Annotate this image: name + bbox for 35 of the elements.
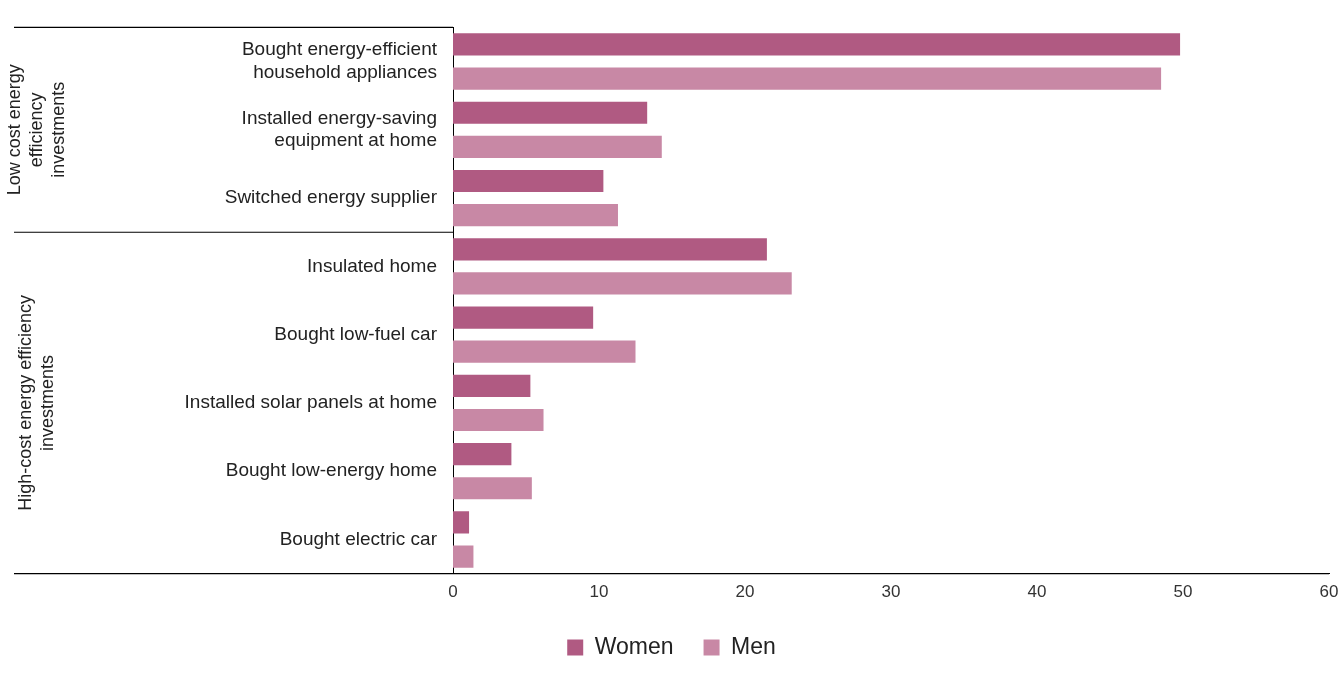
bar xyxy=(453,340,636,363)
bar xyxy=(453,135,662,158)
text: High-cost energy efficiency investments xyxy=(14,295,57,511)
bar xyxy=(453,511,470,534)
bar xyxy=(453,204,618,227)
bar xyxy=(453,374,531,397)
bar xyxy=(453,272,792,295)
text: Low cost energy efficiency investments xyxy=(3,64,68,196)
legend-label: Women xyxy=(594,632,674,659)
y-tick-label: Bought low-fuel car xyxy=(274,322,438,344)
legend-label: Men xyxy=(731,632,776,659)
y-tick-label: Bought electric car xyxy=(279,527,438,549)
y-tick-label: Installed energy-saving equipment at home xyxy=(241,106,437,151)
bar xyxy=(453,169,604,193)
y-tick-label: Bought energy-efficient household appliances xyxy=(241,38,438,83)
bar xyxy=(453,443,512,466)
y-tick-label: Switched energy supplier xyxy=(224,186,438,208)
bar xyxy=(453,101,648,124)
y-tick-label: Insulated home xyxy=(307,254,437,276)
bar xyxy=(453,408,544,432)
bar xyxy=(453,238,767,261)
bar xyxy=(453,545,474,568)
x-tick-label: 10 xyxy=(589,582,609,602)
bar xyxy=(453,67,1162,90)
bar xyxy=(453,306,594,329)
bar xyxy=(453,33,1181,56)
x-tick-label: 50 xyxy=(1173,582,1193,602)
x-tick-label: 30 xyxy=(881,582,901,602)
bar xyxy=(453,477,532,500)
y-tick-label: Installed solar panels at home xyxy=(184,391,437,413)
x-tick-label: 60 xyxy=(1319,582,1339,602)
x-tick-label: 0 xyxy=(448,582,458,602)
y-tick-label: Bought low-energy home xyxy=(225,459,437,481)
x-tick-label: 40 xyxy=(1027,582,1047,602)
x-tick-label: 20 xyxy=(735,582,755,602)
